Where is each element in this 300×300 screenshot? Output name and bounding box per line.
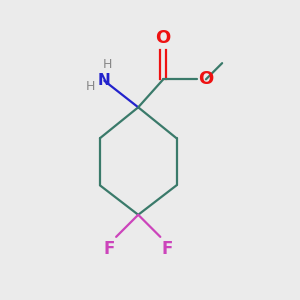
Text: N: N <box>98 73 111 88</box>
Text: H: H <box>103 58 112 71</box>
Text: F: F <box>103 240 115 258</box>
Text: O: O <box>199 70 214 88</box>
Text: O: O <box>156 29 171 47</box>
Text: F: F <box>162 240 173 258</box>
Text: H: H <box>85 80 95 93</box>
